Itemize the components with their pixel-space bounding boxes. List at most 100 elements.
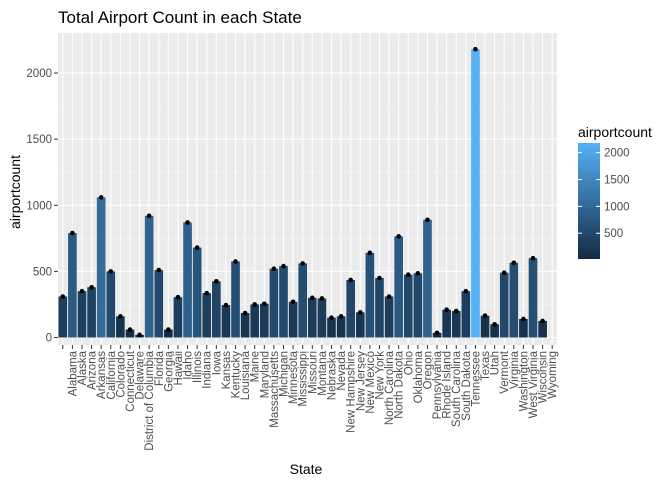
bar-arkansas: [96, 197, 106, 338]
point-louisiana: [242, 310, 248, 316]
point-wisconsin: [540, 318, 545, 324]
x-tick-label: Missouri: [307, 351, 319, 394]
bar-texas: [480, 315, 490, 338]
point-washington: [521, 316, 526, 322]
bar-kansas: [221, 305, 231, 338]
x-tick-label: Massachusetts: [269, 351, 281, 428]
bar-tennessee: [471, 49, 480, 338]
bar-oregon: [423, 219, 432, 338]
bar-maryland: [259, 303, 269, 338]
x-tick-label: Washington: [518, 351, 530, 411]
point-florida: [156, 267, 162, 273]
y-axis: 0 500 1000 1500 2000: [26, 68, 58, 345]
bar-south-dakota: [461, 291, 471, 338]
point-indiana: [204, 290, 210, 296]
bar-utah: [490, 324, 499, 338]
point-west-virginia: [530, 255, 536, 261]
point-maryland: [262, 301, 267, 307]
x-tick-label: Rhode Island: [442, 351, 454, 419]
point-vermont: [501, 270, 507, 275]
x-tick-label: Nebraska: [326, 350, 338, 400]
x-tick-label: Indiana: [202, 350, 214, 388]
x-tick-label: Nevada: [336, 350, 348, 390]
x-tick-label: Idaho: [183, 351, 195, 380]
point-minnesota: [290, 299, 296, 305]
x-tick-label: Georgia: [163, 350, 175, 392]
x-tick-label: Tennessee: [470, 351, 482, 407]
x-axis-title: State: [290, 461, 323, 477]
point-illinois: [194, 245, 200, 250]
point-arizona: [89, 284, 94, 290]
x-tick-label: New Jersey: [355, 351, 367, 411]
point-ohio: [405, 272, 411, 277]
bar-missouri: [307, 297, 317, 338]
bar-ohio: [403, 274, 413, 338]
y-tick-label: 0: [46, 333, 52, 345]
x-tick-label: Alaska: [77, 350, 89, 385]
point-texas: [482, 313, 488, 318]
point-pennsylvania: [434, 330, 440, 336]
bar-arizona: [87, 287, 96, 338]
x-tick-label: West Virginia: [528, 350, 540, 418]
x-tick-label: Kansas: [221, 351, 233, 390]
point-district-of-columbia: [146, 213, 152, 219]
point-massachusetts: [271, 266, 277, 272]
bar-north-dakota: [394, 236, 403, 338]
bar-florida: [154, 270, 164, 338]
point-idaho: [185, 220, 190, 225]
bar-georgia: [164, 329, 173, 338]
x-tick-label: Vermont: [499, 350, 511, 394]
point-connecticut: [127, 327, 133, 332]
bar-nevada: [336, 316, 346, 338]
bar-blank: [58, 296, 68, 338]
point-new-york: [377, 275, 382, 281]
x-tick-label: Wyoming: [547, 351, 559, 399]
x-tick-label: Maryland: [259, 351, 271, 398]
x-tick-label: Oregon: [422, 351, 434, 389]
x-tick-label: New Hampshire: [346, 351, 358, 433]
x-tick-label: Iowa: [211, 350, 223, 375]
bar-minnesota: [288, 301, 298, 338]
legend-tick-label: 2000: [604, 148, 630, 160]
point-hawaii: [175, 294, 181, 300]
x-tick-label: Michigan: [279, 351, 291, 397]
bar-illinois: [192, 247, 202, 338]
x-tick-label: Montana: [317, 350, 329, 395]
plot-panel: [58, 33, 557, 345]
bar-rhode-island: [442, 309, 451, 338]
point-new-hampshire: [348, 277, 353, 283]
point-north-dakota: [396, 234, 401, 239]
bar-maine: [250, 304, 260, 338]
x-tick-label: Florida: [154, 350, 166, 386]
point-south-dakota: [463, 288, 469, 294]
x-tick-label: Kentucky: [231, 351, 243, 399]
bar-virginia: [509, 262, 519, 338]
chart-title: Total Airport Count in each State: [58, 8, 302, 27]
bar-new-york: [375, 277, 384, 338]
bar-hawaii: [173, 297, 183, 338]
y-axis-title: airportcount: [7, 155, 23, 229]
bar-louisiana: [240, 313, 250, 338]
point-iowa: [214, 278, 219, 284]
bar-south-carolina: [451, 311, 461, 338]
legend-title: airportcount: [578, 124, 652, 140]
bar-district-of-columbia: [144, 215, 154, 338]
point-kentucky: [233, 259, 238, 264]
x-tick-label: South Carolina: [451, 350, 463, 427]
y-tick-label: 2000: [26, 68, 52, 80]
point-utah: [492, 321, 497, 327]
x-tick-label: North Carolina: [384, 350, 396, 425]
x-tick-label: Arizona: [87, 350, 99, 390]
legend-tick-label: 500: [604, 228, 623, 240]
bar-iowa: [212, 281, 221, 338]
legend-ticks: 500 1000 1500 2000: [578, 148, 630, 240]
x-tick-label: Arkansas: [96, 351, 108, 399]
point-oklahoma: [415, 271, 421, 276]
x-tick-label: South Dakota: [461, 350, 473, 420]
point-california: [108, 269, 114, 274]
x-tick-label: Maine: [250, 351, 262, 382]
bar-indiana: [202, 293, 212, 338]
bars-layer: [58, 49, 547, 338]
legend-tick-label: 1000: [604, 201, 630, 213]
